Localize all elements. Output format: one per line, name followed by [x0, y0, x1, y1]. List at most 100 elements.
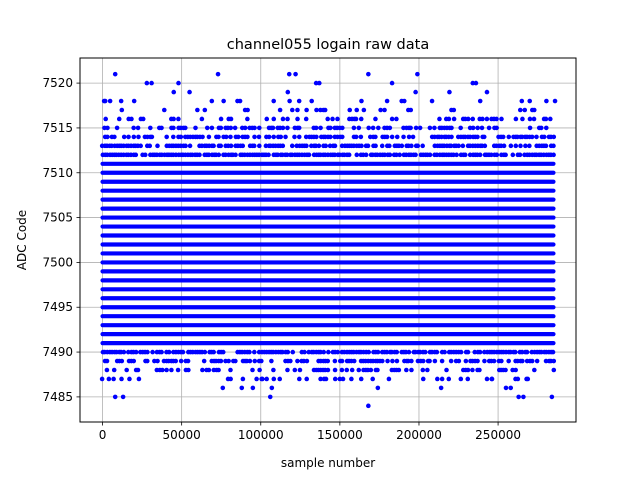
y-tick-label: 7485 [42, 390, 73, 404]
data-point [292, 134, 297, 140]
data-point [506, 134, 512, 140]
data-point [356, 125, 362, 131]
data-point [429, 98, 435, 104]
data-point [131, 134, 137, 140]
data-point [209, 98, 215, 104]
data-point [529, 358, 535, 364]
data-point [303, 116, 309, 122]
data-point [462, 152, 468, 158]
data-point [309, 98, 314, 104]
data-point [178, 358, 184, 364]
data-point [517, 152, 523, 158]
data-point [218, 125, 224, 131]
data-point [266, 134, 272, 140]
data-point [313, 80, 319, 86]
data-point [494, 116, 499, 122]
data-point [477, 367, 482, 373]
data-point [289, 143, 295, 149]
data-point [235, 134, 241, 140]
data-point [458, 349, 464, 355]
data-point [538, 125, 544, 131]
x-tick-label: 0 [99, 428, 107, 442]
data-point [475, 134, 480, 140]
data-point [136, 134, 141, 140]
data-point [386, 376, 392, 382]
data-point [401, 98, 407, 104]
data-point [293, 71, 298, 77]
data-point [280, 125, 286, 131]
data-point [104, 358, 110, 364]
data-point [118, 98, 124, 104]
y-tick-label: 7490 [42, 345, 73, 359]
data-point [413, 152, 418, 158]
data-point [489, 376, 495, 382]
data-point [470, 125, 476, 131]
data-point [361, 107, 367, 113]
data-point [451, 116, 457, 122]
data-point [240, 376, 246, 382]
data-point [292, 367, 298, 373]
data-point [550, 349, 556, 355]
data-point [218, 358, 224, 364]
data-point [133, 152, 139, 158]
data-point [470, 80, 476, 86]
data-point [171, 89, 177, 95]
data-point [119, 376, 124, 382]
data-point [178, 134, 184, 140]
data-point [366, 71, 371, 77]
data-point [370, 376, 376, 382]
data-point [256, 125, 262, 131]
data-point [482, 358, 487, 364]
data-point [206, 152, 212, 158]
data-point [379, 143, 385, 149]
data-point [269, 358, 274, 364]
data-point [289, 107, 295, 113]
data-point [335, 349, 341, 355]
data-point [105, 134, 110, 140]
data-point [446, 376, 452, 382]
data-point [119, 358, 125, 364]
data-point [131, 125, 136, 131]
data-point [251, 143, 257, 149]
data-point [378, 107, 383, 113]
data-point [465, 367, 471, 373]
data-point [489, 152, 494, 158]
data-point [384, 349, 390, 355]
data-point [340, 376, 346, 382]
data-point [513, 143, 519, 149]
data-point [322, 107, 328, 113]
data-point [420, 143, 425, 149]
data-point [449, 125, 454, 131]
data-point [390, 358, 395, 364]
data-point [385, 358, 390, 364]
data-point [228, 116, 234, 122]
data-points [99, 71, 558, 409]
data-point [387, 143, 392, 149]
data-point [159, 349, 164, 355]
data-point [384, 134, 390, 140]
data-point [195, 107, 200, 113]
data-point [551, 367, 557, 373]
data-point [366, 125, 371, 131]
data-point [218, 143, 224, 149]
data-point [164, 134, 169, 140]
data-point [199, 116, 205, 122]
data-point [477, 152, 483, 158]
data-point [529, 134, 535, 140]
data-point [481, 134, 487, 140]
data-point [259, 358, 264, 364]
data-point [295, 116, 300, 122]
data-point [228, 367, 233, 373]
data-point [228, 125, 234, 131]
data-point [112, 134, 117, 140]
data-point [375, 385, 381, 391]
data-point [159, 125, 164, 131]
data-point [111, 367, 117, 373]
data-point [551, 143, 556, 149]
data-point [444, 367, 449, 373]
data-point [551, 358, 557, 364]
data-point [420, 367, 426, 373]
data-point [314, 107, 319, 113]
data-point [313, 125, 319, 131]
data-point [491, 358, 497, 364]
